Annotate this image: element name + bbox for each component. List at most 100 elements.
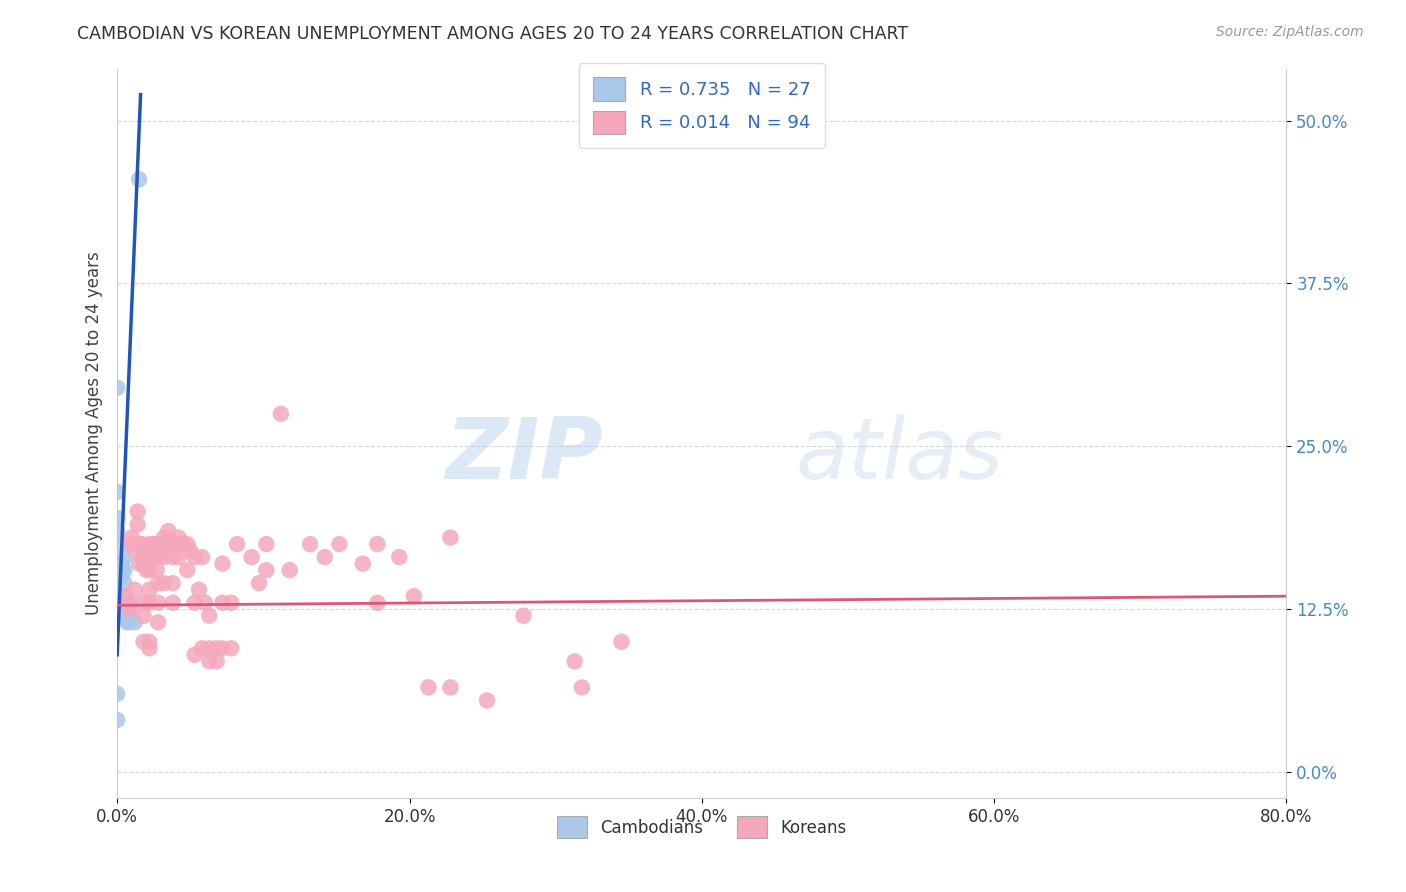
Point xyxy=(138,641,160,656)
Point xyxy=(226,537,249,551)
Point xyxy=(132,557,155,571)
Point xyxy=(366,537,388,551)
Point xyxy=(219,596,242,610)
Point xyxy=(150,543,173,558)
Point xyxy=(124,615,146,630)
Point xyxy=(439,531,461,545)
Point xyxy=(191,550,214,565)
Point xyxy=(564,654,586,668)
Point xyxy=(167,531,190,545)
Point xyxy=(105,485,128,500)
Point xyxy=(176,537,198,551)
Point xyxy=(115,608,138,623)
Text: ZIP: ZIP xyxy=(444,414,602,497)
Point xyxy=(120,596,142,610)
Point xyxy=(157,524,180,538)
Point xyxy=(172,537,194,551)
Point xyxy=(314,550,336,565)
Point xyxy=(146,576,169,591)
Legend: Cambodians, Koreans: Cambodians, Koreans xyxy=(551,810,853,845)
Point xyxy=(240,550,263,565)
Point xyxy=(135,563,157,577)
Point xyxy=(131,537,153,551)
Point xyxy=(114,589,136,603)
Point xyxy=(138,563,160,577)
Point xyxy=(512,608,534,623)
Point xyxy=(146,596,169,610)
Point xyxy=(117,596,139,610)
Point xyxy=(121,537,143,551)
Point xyxy=(121,531,143,545)
Point xyxy=(132,596,155,610)
Point xyxy=(146,615,169,630)
Point xyxy=(124,543,146,558)
Point xyxy=(128,557,150,571)
Point xyxy=(198,641,221,656)
Point xyxy=(118,608,141,623)
Point xyxy=(219,641,242,656)
Point xyxy=(610,634,633,648)
Point xyxy=(117,608,139,623)
Point xyxy=(153,531,176,545)
Point xyxy=(142,537,165,551)
Point xyxy=(118,602,141,616)
Point xyxy=(138,550,160,565)
Point xyxy=(128,537,150,551)
Point xyxy=(105,713,128,727)
Point xyxy=(145,550,167,565)
Point xyxy=(162,576,184,591)
Point xyxy=(115,596,138,610)
Point xyxy=(402,589,425,603)
Point xyxy=(110,557,132,571)
Point xyxy=(162,550,184,565)
Point xyxy=(205,641,228,656)
Point xyxy=(127,517,149,532)
Point xyxy=(153,576,176,591)
Point xyxy=(117,615,139,630)
Point xyxy=(110,537,132,551)
Point xyxy=(150,537,173,551)
Point xyxy=(157,537,180,551)
Point xyxy=(211,596,233,610)
Point xyxy=(211,557,233,571)
Point xyxy=(270,407,292,421)
Point xyxy=(114,550,136,565)
Point xyxy=(278,563,301,577)
Point xyxy=(198,654,221,668)
Point xyxy=(131,550,153,565)
Point xyxy=(205,654,228,668)
Point xyxy=(352,557,374,571)
Point xyxy=(176,563,198,577)
Point xyxy=(162,596,184,610)
Point xyxy=(118,615,141,630)
Point xyxy=(179,543,201,558)
Point xyxy=(418,681,440,695)
Point xyxy=(138,596,160,610)
Point xyxy=(132,608,155,623)
Point xyxy=(328,537,350,551)
Point xyxy=(571,681,593,695)
Point xyxy=(165,537,187,551)
Point xyxy=(254,537,277,551)
Point xyxy=(153,550,176,565)
Point xyxy=(211,641,233,656)
Point xyxy=(138,582,160,597)
Point xyxy=(105,511,128,525)
Point xyxy=(198,608,221,623)
Point xyxy=(105,381,128,395)
Point xyxy=(124,582,146,597)
Point xyxy=(299,537,322,551)
Point xyxy=(254,563,277,577)
Point xyxy=(115,602,138,616)
Point xyxy=(117,602,139,616)
Point xyxy=(114,596,136,610)
Point xyxy=(439,681,461,695)
Text: atlas: atlas xyxy=(796,414,1004,497)
Point xyxy=(138,634,160,648)
Point xyxy=(121,602,143,616)
Point xyxy=(145,537,167,551)
Point xyxy=(188,582,211,597)
Point xyxy=(135,550,157,565)
Point xyxy=(114,563,136,577)
Point xyxy=(132,634,155,648)
